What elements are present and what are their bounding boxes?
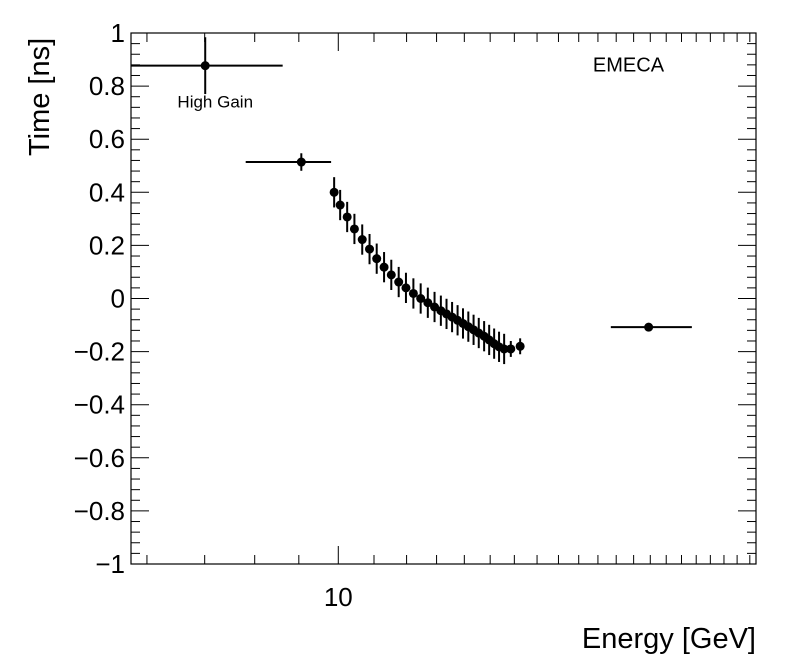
marker (365, 244, 375, 254)
marker (386, 270, 396, 280)
marker (499, 344, 509, 354)
data-point (506, 340, 516, 357)
data-point (499, 333, 509, 365)
data-point (329, 177, 339, 208)
marker (416, 294, 426, 303)
marker (408, 288, 418, 298)
data-point (349, 213, 359, 245)
marker (335, 200, 345, 210)
data-point (365, 233, 375, 265)
y-ticks: 1 0.8 0.6 0.4 0.2 0 −0.2 −0.4 −0.6 −0.8 −1 (74, 18, 756, 579)
y-tick-label: −0.2 (74, 337, 125, 367)
marker (342, 212, 352, 222)
data-point (416, 283, 426, 314)
y-tick-label: −1 (95, 549, 125, 579)
y-tick-label: 0.2 (89, 230, 125, 260)
data-point (394, 266, 404, 298)
data-point (430, 291, 440, 323)
y-tick-label: −0.6 (74, 443, 125, 473)
data-point (357, 224, 367, 255)
y-axis-label: Time [ns] (24, 38, 56, 156)
x-ticks: 10 (146, 33, 751, 612)
x-tick-label: 10 (324, 582, 353, 612)
marker (372, 254, 382, 264)
y-tick-label: 0.4 (89, 177, 125, 207)
marker (506, 344, 516, 354)
data-point (372, 243, 382, 274)
data-point (515, 338, 525, 355)
data-point (423, 287, 433, 318)
marker (515, 341, 525, 351)
data-point (245, 153, 332, 171)
data-point (379, 252, 389, 283)
data-point (335, 189, 345, 221)
y-tick-label: 1 (111, 18, 125, 48)
data-point (342, 201, 352, 233)
marker (349, 224, 359, 234)
data-point (408, 278, 418, 309)
data-point (131, 37, 283, 95)
y-tick-label: 0.6 (89, 124, 125, 154)
marker (401, 283, 411, 293)
marker (423, 298, 433, 308)
data-point (610, 322, 692, 332)
plot-frame (130, 32, 757, 565)
data-point (386, 259, 396, 291)
marker (379, 262, 389, 272)
y-tick-label: −0.8 (74, 496, 125, 526)
annotation-high-gain: High Gain (177, 92, 253, 111)
marker (329, 187, 339, 197)
marker (296, 157, 306, 167)
frame-layer (130, 32, 757, 565)
y-tick-label: 0.8 (89, 71, 125, 101)
marker (644, 322, 654, 332)
data-point (401, 272, 411, 304)
marker (357, 235, 367, 245)
y-tick-label: −0.4 (74, 390, 125, 420)
data-layer (131, 37, 692, 365)
annotation-emeca: EMECA (593, 54, 665, 76)
marker (394, 277, 404, 287)
marker (200, 61, 210, 71)
y-tick-label: 0 (111, 284, 125, 314)
x-axis-label: Energy [GeV] (582, 623, 756, 655)
